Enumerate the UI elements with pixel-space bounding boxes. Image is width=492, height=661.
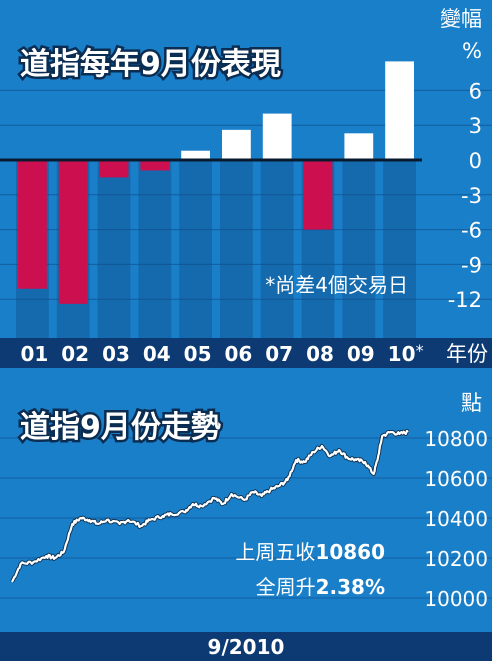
note-text: 上周五收10860 — [235, 540, 385, 564]
category-band — [260, 160, 294, 338]
category-band — [97, 160, 131, 338]
x-tick-label: 07 — [265, 342, 293, 366]
bar-08 — [303, 160, 333, 230]
bar-03 — [99, 160, 129, 178]
x-tick-label: 06 — [224, 342, 252, 366]
y-axis-unit: % — [462, 39, 482, 63]
x-tick-mark: * — [416, 341, 424, 360]
bar-04 — [140, 160, 170, 171]
bar-09 — [344, 133, 374, 160]
x-tick-label: 03 — [102, 342, 130, 366]
y-tick-label: 10200 — [424, 547, 488, 571]
annotation: *尚差4個交易日 — [265, 273, 408, 297]
y-tick-label: 0 — [469, 149, 482, 173]
note-text: 全周升2.38% — [256, 575, 385, 599]
chart-title: 道指9月份走勢 — [20, 410, 221, 445]
series-line — [11, 429, 409, 583]
y-tick-label: 10800 — [424, 427, 488, 451]
category-band — [383, 160, 416, 338]
y-axis-label: 點 — [461, 391, 482, 415]
x-tick-label: 01 — [20, 342, 48, 366]
y-tick-label: -12 — [448, 288, 482, 312]
y-tick-label: 3 — [469, 114, 482, 138]
x-tick-label: 02 — [61, 342, 89, 366]
bar-chart: 道指每年9月份表現 變幅% 6 3 0 -3 -6 -9 -12 *尚差4個交易日 01 02 03 04… — [0, 7, 492, 368]
x-tick-label: 05 — [184, 342, 212, 366]
x-tick-label: 09 — [347, 342, 375, 366]
x-tick-label: 10 — [388, 342, 416, 366]
note-value: 2.38% — [316, 575, 385, 599]
line-chart: 道指9月份走勢 點 10800 10600 10400 10200 10000 上周五收108… — [0, 391, 492, 661]
y-axis-label: 變幅 — [440, 7, 482, 31]
y-tick-label: 10400 — [424, 507, 488, 531]
bar-06 — [222, 129, 251, 160]
y-tick-label: -6 — [461, 219, 482, 243]
bar-07 — [262, 113, 292, 160]
x-axis-band — [0, 338, 492, 368]
bar-01 — [18, 160, 47, 289]
x-tick-label: 08 — [306, 342, 334, 366]
y-tick-label: 6 — [469, 79, 482, 103]
category-band — [138, 160, 172, 338]
x-axis-label: 年份 — [446, 342, 488, 366]
chart-title: 道指每年9月份表現 — [20, 47, 281, 82]
y-tick-label: 10000 — [424, 587, 488, 611]
y-tick-label: -9 — [461, 253, 482, 277]
category-band — [179, 160, 212, 338]
x-axis-label: 9/2010 — [208, 635, 285, 659]
bar-05 — [181, 150, 210, 160]
bar-02 — [58, 160, 88, 304]
y-tick-label: -3 — [461, 184, 482, 208]
category-band — [220, 160, 253, 338]
bar-10 — [385, 61, 414, 160]
note-label: 全周升 — [256, 575, 316, 599]
footer-band — [0, 632, 492, 661]
note-label: 上周五收 — [235, 540, 315, 564]
note-value: 10860 — [315, 540, 385, 564]
y-tick-label: 10600 — [424, 467, 488, 491]
category-band — [342, 160, 376, 338]
x-tick-label: 04 — [143, 342, 171, 366]
